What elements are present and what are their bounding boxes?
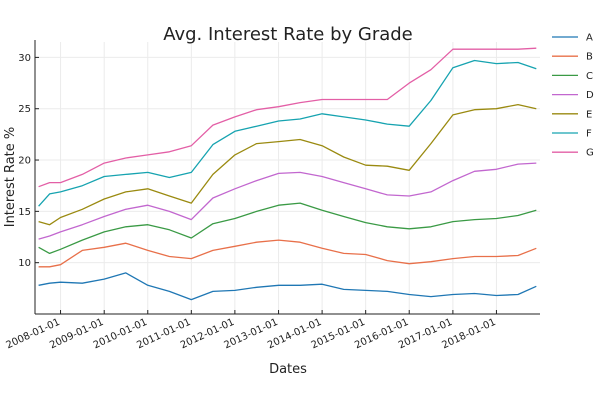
y-tick-label: 10 (18, 258, 31, 269)
legend-label-g: G (586, 148, 594, 159)
series-line-c (38, 202, 537, 255)
series-layer (38, 47, 537, 301)
legend-label-b: B (586, 52, 593, 63)
series-line-d (38, 162, 537, 240)
legend-label-c: C (586, 71, 593, 82)
legend-label-e: E (586, 109, 592, 120)
y-axis-label: Interest Rate % (3, 127, 18, 228)
series-line-b (38, 239, 537, 268)
y-tick-label: 20 (18, 156, 31, 167)
y-tick-label: 15 (18, 207, 31, 218)
legend-label-d: D (586, 90, 594, 101)
legend-label-a: A (586, 33, 593, 44)
series-line-e (38, 103, 537, 226)
y-tick-label: 25 (18, 104, 31, 115)
grid-lines (35, 42, 540, 314)
axes: 10152025302008-01-012009-01-012010-01-01… (4, 40, 540, 351)
chart-title: Avg. Interest Rate by Grade (163, 24, 413, 45)
series-line-f (38, 59, 537, 207)
series-line-g (38, 47, 537, 188)
series-line-a (38, 272, 537, 301)
y-tick-label: 30 (18, 53, 31, 64)
x-axis-label: Dates (269, 362, 307, 377)
legend-label-f: F (586, 129, 592, 140)
